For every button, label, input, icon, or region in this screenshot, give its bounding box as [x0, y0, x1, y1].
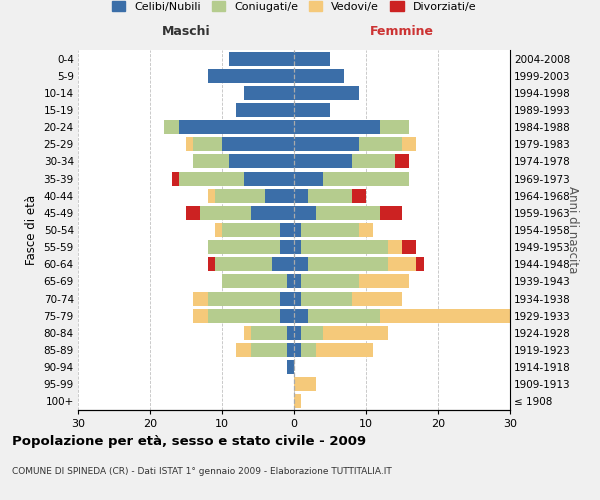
Bar — [301, 326, 323, 340]
Bar — [222, 138, 294, 151]
Bar — [359, 138, 402, 151]
Bar — [287, 326, 294, 340]
Bar — [215, 258, 272, 272]
Bar — [208, 308, 280, 322]
Bar — [352, 188, 366, 202]
Text: Maschi: Maschi — [161, 25, 211, 38]
Bar — [236, 343, 251, 357]
Bar — [294, 172, 323, 185]
Bar — [301, 240, 388, 254]
Bar — [301, 292, 352, 306]
Bar — [416, 258, 424, 272]
Y-axis label: Anni di nascita: Anni di nascita — [566, 186, 579, 274]
Bar — [287, 343, 294, 357]
Bar — [301, 274, 359, 288]
Bar — [323, 326, 388, 340]
Bar — [186, 206, 200, 220]
Bar — [208, 68, 294, 82]
Bar — [193, 138, 222, 151]
Bar — [388, 240, 402, 254]
Bar — [294, 308, 308, 322]
Bar — [294, 274, 301, 288]
Bar — [308, 188, 352, 202]
Bar — [222, 274, 287, 288]
Bar — [388, 258, 416, 272]
Text: Popolazione per età, sesso e stato civile - 2009: Popolazione per età, sesso e stato civil… — [12, 435, 366, 448]
Bar — [294, 240, 301, 254]
Bar — [265, 188, 294, 202]
Bar — [352, 154, 395, 168]
Bar — [352, 292, 402, 306]
Bar — [294, 86, 359, 100]
Bar — [244, 172, 294, 185]
Bar — [294, 394, 301, 408]
Bar — [244, 326, 251, 340]
Bar — [251, 326, 287, 340]
Bar — [359, 274, 409, 288]
Bar — [294, 326, 301, 340]
Bar — [215, 188, 265, 202]
Bar — [208, 292, 280, 306]
Bar — [280, 240, 294, 254]
Bar — [294, 343, 301, 357]
Bar — [380, 206, 402, 220]
Bar — [186, 138, 193, 151]
Bar — [172, 172, 179, 185]
Bar — [280, 292, 294, 306]
Bar — [316, 206, 380, 220]
Bar — [316, 343, 373, 357]
Bar — [222, 223, 280, 237]
Bar — [301, 223, 359, 237]
Bar — [294, 103, 330, 117]
Bar — [236, 103, 294, 117]
Bar — [359, 223, 373, 237]
Bar — [294, 188, 308, 202]
Bar — [280, 308, 294, 322]
Bar — [164, 120, 179, 134]
Bar — [294, 378, 316, 392]
Bar — [380, 120, 409, 134]
Bar — [294, 154, 352, 168]
Bar — [272, 258, 294, 272]
Bar — [294, 292, 301, 306]
Bar — [229, 52, 294, 66]
Bar — [402, 138, 416, 151]
Text: COMUNE DI SPINEDA (CR) - Dati ISTAT 1° gennaio 2009 - Elaborazione TUTTITALIA.IT: COMUNE DI SPINEDA (CR) - Dati ISTAT 1° g… — [12, 468, 392, 476]
Bar — [208, 240, 280, 254]
Legend: Celibi/Nubili, Coniugati/e, Vedovi/e, Divorziati/e: Celibi/Nubili, Coniugati/e, Vedovi/e, Di… — [109, 0, 479, 15]
Bar — [200, 206, 251, 220]
Bar — [308, 258, 388, 272]
Bar — [251, 343, 287, 357]
Bar — [294, 258, 308, 272]
Bar — [208, 258, 215, 272]
Bar — [395, 154, 409, 168]
Bar — [380, 308, 510, 322]
Bar — [193, 292, 208, 306]
Y-axis label: Fasce di età: Fasce di età — [25, 195, 38, 265]
Text: Femmine: Femmine — [370, 25, 434, 38]
Bar — [294, 138, 359, 151]
Bar — [294, 223, 301, 237]
Bar — [294, 120, 380, 134]
Bar — [287, 274, 294, 288]
Bar — [294, 52, 330, 66]
Bar — [287, 360, 294, 374]
Bar — [251, 206, 294, 220]
Bar — [301, 343, 316, 357]
Bar — [402, 240, 416, 254]
Bar — [215, 223, 222, 237]
Bar — [294, 206, 316, 220]
Bar — [229, 154, 294, 168]
Bar — [308, 308, 380, 322]
Bar — [323, 172, 409, 185]
Bar — [179, 120, 294, 134]
Bar — [244, 86, 294, 100]
Bar — [179, 172, 244, 185]
Bar — [280, 223, 294, 237]
Bar — [193, 154, 229, 168]
Bar — [193, 308, 208, 322]
Bar — [208, 188, 215, 202]
Bar — [294, 68, 344, 82]
